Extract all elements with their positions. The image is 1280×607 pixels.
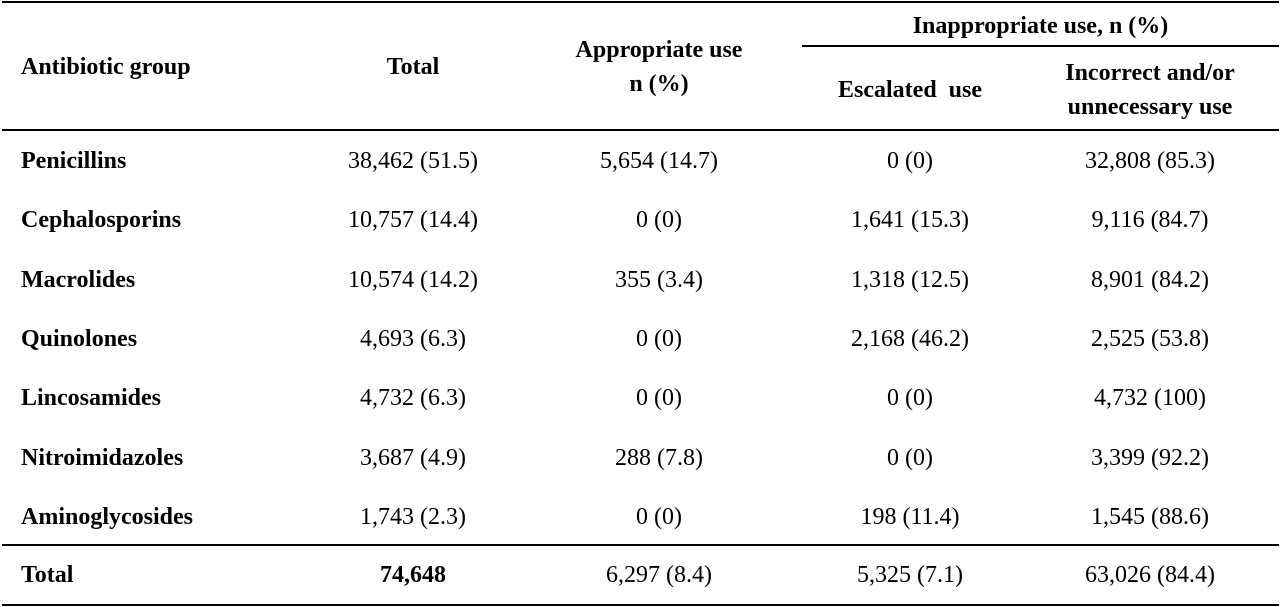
row-escalated: 198 (11.4) [860,504,960,530]
row-total: 10,574 (14.2) [348,267,478,293]
total-row-label: Total [21,562,74,588]
header-appropriate-line2: n (%) [629,71,689,97]
header-appropriate-line1: Appropriate use [575,37,743,63]
row-incorrect: 9,116 (84.7) [1091,207,1209,233]
row-escalated: 0 (0) [887,148,933,174]
total-row-appropriate: 6,297 (8.4) [606,562,712,588]
header-total: Total [386,54,440,80]
row-escalated: 2,168 (46.2) [851,326,969,352]
header-escalated-use: Escalated use [838,77,982,103]
row-escalated: 0 (0) [887,445,933,471]
row-total: 4,693 (6.3) [360,326,466,352]
row-incorrect: 8,901 (84.2) [1091,267,1209,293]
row-escalated: 1,641 (15.3) [851,207,969,233]
row-escalated: 0 (0) [887,385,933,411]
total-row-escalated: 5,325 (7.1) [857,562,963,588]
row-incorrect: 3,399 (92.2) [1091,445,1209,471]
row-incorrect: 4,732 (100) [1094,385,1206,411]
row-appropriate: 0 (0) [636,207,682,233]
row-incorrect: 1,545 (88.6) [1091,504,1209,530]
header-antibiotic-group: Antibiotic group [21,54,191,80]
header-incorrect-line2: unnecessary use [1067,94,1233,120]
row-total: 1,743 (2.3) [360,504,466,530]
row-group: Penicillins [21,148,127,174]
row-incorrect: 32,808 (85.3) [1085,148,1215,174]
table-bottom-rule [2,604,1279,606]
header-bottom-rule [2,129,1279,131]
inappropriate-subheader-rule [802,45,1279,47]
row-total: 38,462 (51.5) [348,148,478,174]
row-appropriate: 288 (7.8) [615,445,703,471]
header-inappropriate-use: Inappropriate use, n (%) [912,13,1169,39]
row-escalated: 1,318 (12.5) [851,267,969,293]
total-row-incorrect: 63,026 (84.4) [1085,562,1215,588]
row-group: Macrolides [21,267,136,293]
row-group: Nitroimidazoles [21,445,184,471]
row-appropriate: 0 (0) [636,326,682,352]
row-group: Lincosamides [21,385,162,411]
row-appropriate: 355 (3.4) [615,267,703,293]
row-group: Aminoglycosides [21,504,194,530]
row-group: Quinolones [21,326,138,352]
header-incorrect-line1: Incorrect and/or [1065,60,1235,86]
row-total: 10,757 (14.4) [348,207,478,233]
row-appropriate: 5,654 (14.7) [600,148,718,174]
total-row-top-rule [2,544,1279,546]
total-row-total: 74,648 [380,562,446,588]
row-total: 3,687 (4.9) [360,445,466,471]
row-appropriate: 0 (0) [636,504,682,530]
row-group: Cephalosporins [21,207,182,233]
table-top-rule [2,1,1279,3]
row-total: 4,732 (6.3) [360,385,466,411]
row-appropriate: 0 (0) [636,385,682,411]
row-incorrect: 2,525 (53.8) [1091,326,1209,352]
